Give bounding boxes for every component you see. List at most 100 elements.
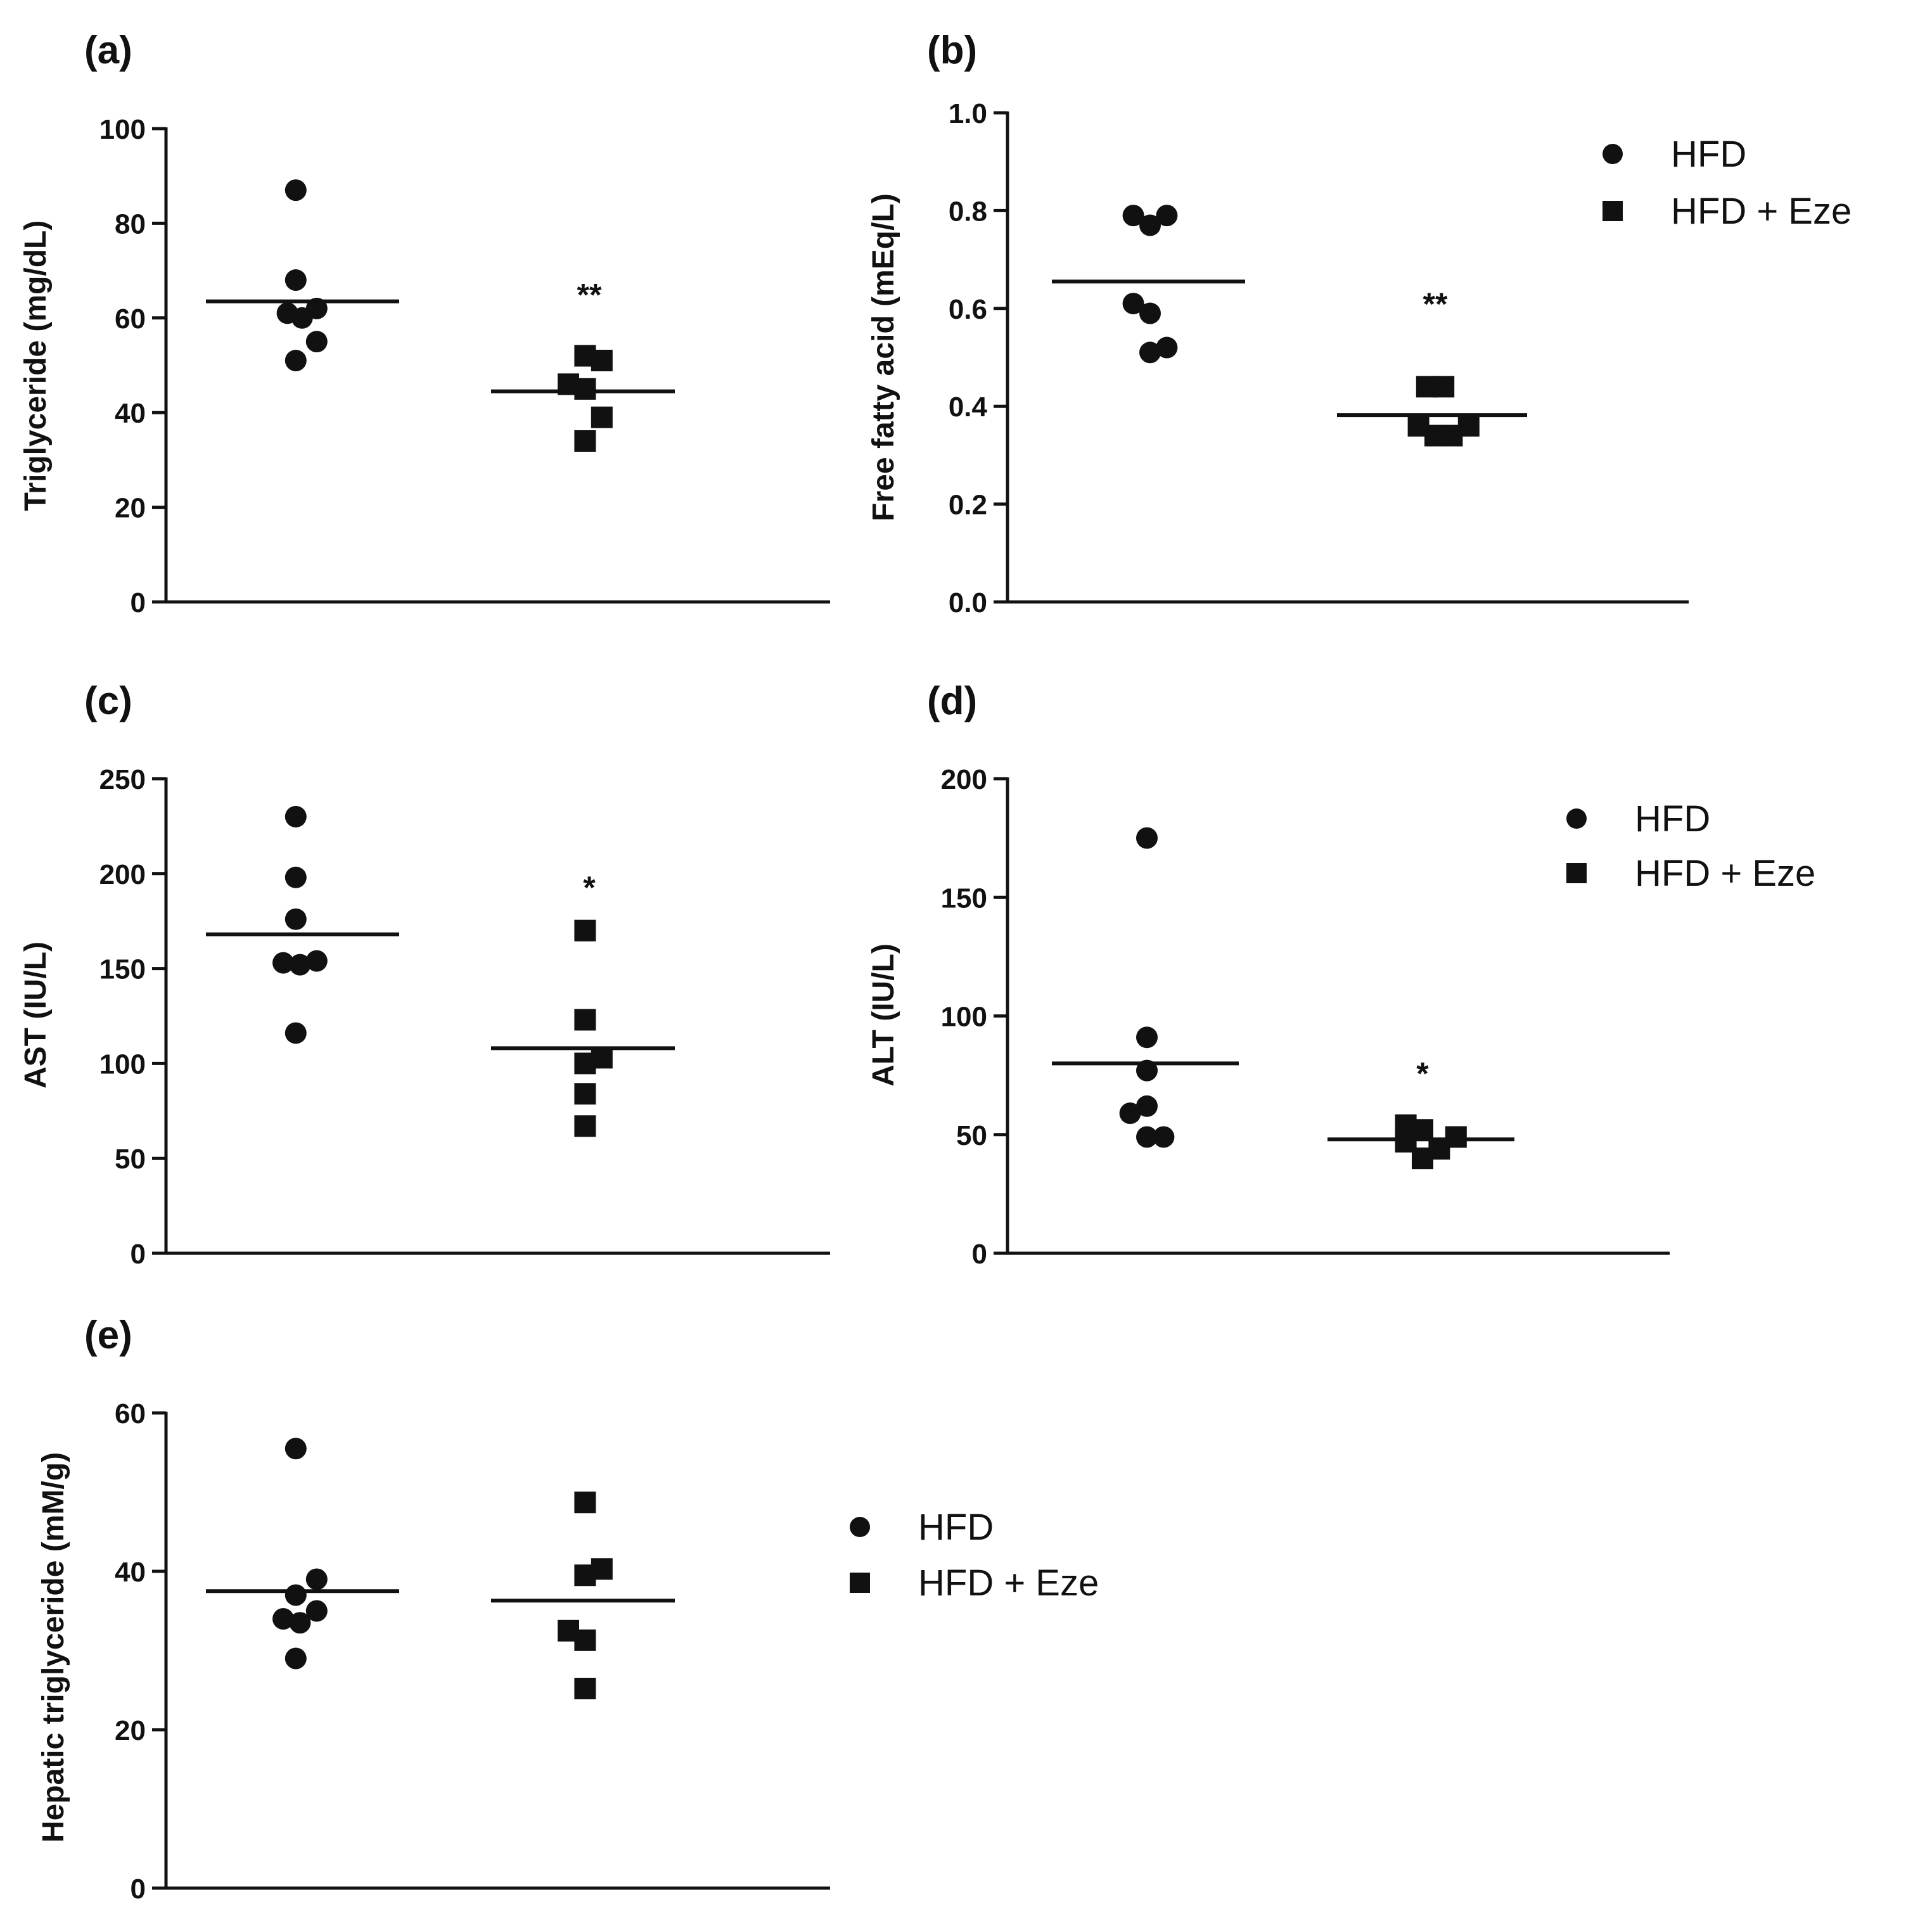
y-tick-label: 80 (115, 208, 146, 240)
data-point-hfd (1156, 336, 1178, 359)
data-point-hfd-eze (574, 1009, 596, 1031)
data-point-hfd (272, 1608, 294, 1630)
data-point-hfd (1136, 827, 1158, 849)
data-point-hfd (1122, 205, 1144, 227)
y-axis-label: ALT (IU/L) (867, 943, 900, 1087)
y-tick-label: 0.0 (949, 587, 987, 618)
y-tick-label: 200 (99, 859, 146, 890)
data-point-hfd (1136, 1095, 1158, 1117)
legend-label: HFD + Eze (918, 1562, 1099, 1604)
data-point-hfd (285, 1647, 307, 1670)
data-point-hfd (289, 954, 311, 976)
chart-panel-2: (b) 0.0 0.2 0.4 0.6 0.8 1.0 Free fatty acid (mE… (867, 29, 1852, 618)
data-point-hfd (1156, 205, 1178, 227)
legend-label: HFD (918, 1507, 994, 1548)
y-tick-label: 250 (99, 764, 146, 795)
data-point-hfd (1139, 302, 1161, 324)
data-point-hfd (1136, 1126, 1158, 1148)
y-tick-label: 100 (941, 1002, 987, 1033)
panel-label: (d) (927, 679, 977, 723)
legend-marker-circle (1603, 144, 1623, 164)
y-tick-label: 150 (941, 883, 987, 914)
data-point-hfd (1153, 1126, 1175, 1148)
data-point-hfd (285, 805, 307, 827)
data-point-hfd (285, 866, 307, 888)
data-point-hfd-eze (574, 1083, 596, 1105)
significance-marker: ** (577, 277, 602, 312)
y-tick-label: 0 (972, 1239, 987, 1270)
y-tick-label: 0.8 (949, 196, 987, 227)
legend-marker-square (850, 1573, 870, 1593)
data-point-hfd (285, 350, 307, 372)
panel-label: (c) (84, 679, 132, 723)
significance-marker: * (1416, 1056, 1429, 1091)
data-point-hfd-eze (591, 1558, 613, 1580)
legend-label: HFD + Eze (1635, 853, 1815, 894)
y-tick-label: 40 (115, 1557, 146, 1588)
y-axis-label: Hepatic triglyceride (mM/g) (37, 1452, 70, 1843)
data-point-hfd-eze (1445, 1126, 1467, 1148)
chart-panel-3: (c) 0 50 100 150 200 250 AST (IU/L) * (19, 679, 830, 1270)
data-point-hfd-eze (574, 1115, 596, 1137)
data-point-hfd (1139, 342, 1161, 364)
data-point-hfd (305, 1568, 328, 1590)
data-point-hfd-eze (574, 430, 596, 452)
data-point-hfd (289, 1612, 311, 1634)
data-point-hfd-eze (591, 1047, 613, 1069)
y-axis-label: Triglyceride (mg/dL) (19, 220, 53, 511)
legend-marker-circle (850, 1517, 870, 1537)
y-axis-label: AST (IU/L) (19, 942, 53, 1089)
legend: HFD HFD + Eze (850, 1507, 1099, 1604)
data-point-hfd (1119, 1102, 1141, 1125)
legend-label: HFD (1671, 134, 1746, 175)
data-point-hfd (285, 1584, 307, 1606)
panel-label: (e) (84, 1313, 132, 1357)
data-point-hfd (285, 908, 307, 930)
y-tick-label: 0 (131, 1239, 146, 1270)
data-point-hfd-eze (574, 1629, 596, 1651)
data-point-hfd-eze (574, 378, 596, 400)
y-tick-label: 200 (941, 764, 987, 795)
legend-marker-circle (1566, 808, 1587, 829)
chart-panel-1: (a) 0 20 40 60 80 100 Triglyceride (mg/dL) ** (19, 29, 830, 618)
legend-label: HFD (1635, 798, 1710, 840)
y-tick-label: 40 (115, 398, 146, 429)
data-point-hfd (272, 952, 294, 974)
y-tick-label: 100 (99, 114, 146, 145)
y-tick-label: 50 (115, 1144, 146, 1175)
y-tick-label: 150 (99, 954, 146, 985)
y-tick-label: 50 (956, 1120, 987, 1151)
significance-marker: ** (1423, 286, 1448, 322)
data-point-hfd-eze (1433, 376, 1455, 398)
y-tick-label: 20 (115, 1715, 146, 1746)
panel-label: (a) (84, 29, 132, 72)
y-tick-label: 0.2 (949, 490, 987, 521)
y-tick-label: 0.6 (949, 294, 987, 325)
panel-label: (b) (927, 29, 977, 72)
y-tick-label: 0.4 (949, 392, 988, 423)
data-point-hfd (1139, 214, 1161, 236)
data-point-hfd-eze (574, 1491, 596, 1514)
data-point-hfd (285, 269, 307, 291)
y-tick-label: 1.0 (949, 98, 987, 129)
data-point-hfd-eze (574, 919, 596, 942)
y-tick-label: 0 (131, 587, 146, 618)
data-point-hfd (1136, 1026, 1158, 1049)
y-tick-label: 100 (99, 1049, 146, 1080)
legend: HFD HFD + Eze (1603, 134, 1852, 232)
y-tick-label: 20 (115, 493, 146, 524)
data-point-hfd-eze (1457, 415, 1480, 437)
significance-marker: * (583, 870, 596, 905)
legend-label: HFD + Eze (1671, 191, 1852, 232)
data-point-hfd-eze (591, 406, 613, 428)
data-point-hfd (305, 950, 328, 972)
chart-panel-4: (d) 0 50 100 150 200 ALT (IU/L) * HFD HFD + Eze (867, 679, 1815, 1270)
legend-marker-square (1566, 863, 1587, 883)
legend: HFD HFD + Eze (1566, 798, 1815, 894)
data-point-hfd (285, 1438, 307, 1460)
y-tick-label: 0 (131, 1874, 146, 1905)
data-point-hfd-eze (574, 1678, 596, 1699)
legend-marker-square (1603, 201, 1623, 221)
data-point-hfd (285, 1022, 307, 1044)
